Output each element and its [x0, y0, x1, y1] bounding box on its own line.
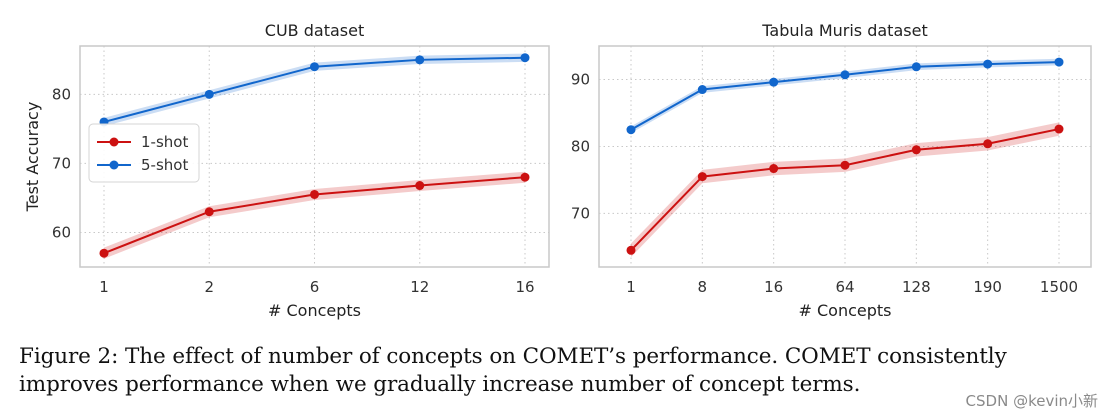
data-point: [983, 59, 993, 69]
plot-frame: [79, 45, 550, 268]
data-point: [840, 160, 850, 170]
x-tick-label: 128: [902, 278, 931, 296]
x-axis-label: # Concepts: [268, 301, 361, 320]
data-point: [1054, 124, 1064, 134]
confidence-band: [104, 171, 525, 259]
legend: 1-shot 5-shot: [88, 123, 200, 183]
y-tick-label: 70: [571, 204, 590, 222]
series-line: [103, 176, 526, 255]
series-1-shot: [626, 122, 1064, 257]
data-point: [415, 181, 425, 191]
x-tick-label: 64: [835, 278, 854, 296]
x-tick-label: 16: [515, 278, 534, 296]
data-point: [911, 62, 921, 72]
series-1-shot: [99, 171, 530, 259]
confidence-band: [631, 122, 1059, 257]
data-point: [310, 189, 319, 199]
watermark: CSDN @kevin小新: [965, 392, 1098, 410]
legend-marker: [109, 137, 119, 147]
y-tick-label: 80: [571, 137, 590, 155]
chart-panel-2: 70 80 90 1 8 16 64 128 190 1500 Tabula Muris datas…: [571, 21, 1092, 320]
legend-label: 5-shot: [141, 156, 188, 174]
data-point: [840, 70, 850, 80]
data-point: [520, 172, 530, 182]
x-tick-label: 8: [698, 278, 708, 296]
caption-line-1: Figure 2: The effect of number of concep…: [19, 344, 1007, 369]
data-point: [520, 53, 530, 63]
y-tick-label: 60: [52, 223, 71, 241]
figure-caption: Figure 2: The effect of number of concep…: [19, 343, 1104, 399]
data-point: [310, 62, 319, 72]
data-point: [911, 145, 921, 155]
data-point: [697, 172, 707, 182]
data-point: [769, 77, 779, 87]
x-tick-label: 12: [410, 278, 429, 296]
x-tick-label: 6: [310, 278, 320, 296]
data-point: [769, 164, 779, 174]
x-axis-label: # Concepts: [799, 301, 892, 320]
data-point: [204, 207, 214, 217]
legend-label: 1-shot: [141, 133, 188, 151]
x-tick-label: 1: [626, 278, 636, 296]
y-tick-label: 70: [52, 154, 71, 172]
data-point: [99, 248, 109, 258]
x-tick-label: 1500: [1040, 278, 1078, 296]
y-tick-label: 90: [571, 70, 590, 88]
series-5-shot: [99, 53, 530, 127]
caption-line-2: improves performance when we gradually i…: [19, 372, 861, 397]
data-point: [697, 85, 707, 95]
data-point: [983, 139, 993, 149]
data-point: [626, 125, 636, 135]
chart-title: CUB dataset: [265, 21, 364, 40]
data-point: [204, 89, 214, 99]
data-point: [1054, 57, 1064, 67]
series-5-shot: [626, 57, 1064, 135]
chart-title: Tabula Muris dataset: [761, 21, 927, 40]
x-tick-label: 1: [99, 278, 109, 296]
data-point: [415, 55, 425, 65]
y-tick-label: 80: [52, 85, 71, 103]
x-tick-label: 190: [973, 278, 1002, 296]
plot-frame: [598, 45, 1092, 268]
x-tick-label: 2: [204, 278, 214, 296]
y-axis-label: Test Accuracy: [23, 102, 42, 213]
x-tick-label: 16: [764, 278, 783, 296]
data-point: [626, 245, 636, 255]
legend-marker: [109, 160, 119, 170]
